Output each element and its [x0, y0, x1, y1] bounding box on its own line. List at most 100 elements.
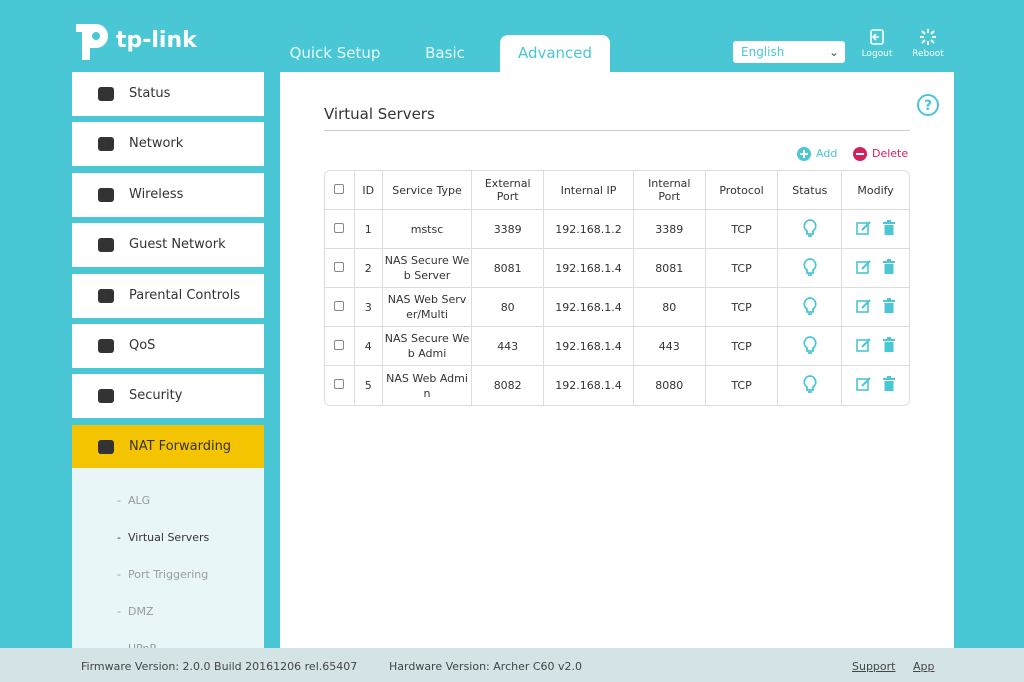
- submenu-panel: [72, 468, 264, 648]
- modify-cell: [842, 249, 909, 288]
- menu-item[interactable]: QoS: [72, 324, 264, 368]
- menu-icon: [98, 389, 114, 404]
- table-row: 2 NAS Secure Web Server 8081 192.168.1.4 808…: [325, 249, 909, 288]
- cell: [325, 366, 355, 405]
- reboot[interactable]: Reboot: [912, 49, 944, 59]
- submenu-item[interactable]: Virtual Servers: [117, 531, 209, 544]
- edit-icon[interactable]: [855, 220, 872, 239]
- cell: 1: [354, 210, 383, 249]
- delete-icon[interactable]: [853, 147, 867, 161]
- submenu-item[interactable]: ALG: [117, 494, 150, 507]
- cell: 443: [472, 327, 545, 366]
- language: English: [741, 45, 785, 59]
- cell: mstsc: [382, 210, 473, 249]
- support-link[interactable]: Support: [852, 660, 896, 673]
- checkbox[interactable]: [334, 261, 345, 272]
- cell: 80: [633, 288, 706, 327]
- menu-item[interactable]: Status: [72, 72, 264, 116]
- cell: NAS Secure Web Server: [382, 249, 473, 288]
- cell: 3389: [633, 210, 706, 249]
- menu-item[interactable]: Network: [72, 122, 264, 167]
- menu-item[interactable]: Parental Controls: [72, 273, 264, 318]
- edit-icon[interactable]: [855, 259, 872, 278]
- delete-icon[interactable]: [882, 219, 896, 239]
- edit-icon[interactable]: [855, 298, 872, 317]
- table-row: 4 NAS Secure Web Admi 443 192.168.1.4 443 TCP: [325, 327, 909, 366]
- add[interactable]: Add: [816, 147, 838, 160]
- cell: 5: [355, 366, 383, 405]
- delete-icon[interactable]: [882, 258, 896, 278]
- status-cell: [778, 249, 843, 288]
- tab[interactable]: Basic: [425, 44, 465, 62]
- cell: [325, 210, 355, 249]
- status-icon[interactable]: [803, 335, 817, 357]
- logout[interactable]: Logout: [861, 49, 893, 59]
- status-cell: [778, 288, 843, 327]
- cell: 3: [354, 288, 383, 327]
- cell: TCP: [705, 288, 779, 327]
- hardware: Hardware Version: Archer C60 v2.0: [389, 660, 583, 673]
- cell: 3389: [472, 210, 545, 249]
- header-cell: [325, 171, 355, 210]
- reboot-icon[interactable]: [919, 28, 937, 46]
- edit-icon[interactable]: [855, 337, 872, 356]
- cell: 192.168.1.4: [544, 327, 634, 366]
- menu-item[interactable]: Guest Network: [72, 223, 264, 268]
- menu-item[interactable]: NAT Forwarding: [72, 424, 264, 469]
- firmware: Firmware Version: 2.0.0 Build 20161206 r…: [81, 660, 358, 673]
- cell: 8082: [472, 366, 545, 405]
- cell: NAS Web Server/Multi: [382, 288, 473, 327]
- cell: 192.168.1.2: [544, 210, 634, 249]
- add-icon[interactable]: [797, 147, 811, 161]
- checkbox[interactable]: [334, 379, 345, 389]
- logo-text: tp-link: [116, 28, 197, 53]
- checkbox[interactable]: [334, 300, 345, 311]
- divider: [324, 130, 910, 131]
- checkbox[interactable]: [334, 183, 345, 194]
- status-icon[interactable]: [803, 257, 817, 279]
- header-cell: ID: [354, 171, 383, 210]
- modify-cell: [842, 288, 909, 327]
- delete-icon[interactable]: [882, 336, 896, 356]
- status-icon[interactable]: [803, 218, 817, 240]
- menu-item[interactable]: Wireless: [72, 172, 264, 217]
- logout-icon[interactable]: [868, 28, 886, 46]
- delete-icon[interactable]: [882, 297, 896, 317]
- menu-icon: [98, 339, 114, 353]
- edit-icon[interactable]: [855, 377, 872, 395]
- menu-icon: [98, 87, 114, 101]
- app-link[interactable]: App: [913, 660, 935, 673]
- modify-cell: [842, 210, 909, 249]
- table-row: 1 mstsc 3389 192.168.1.2 3389 TCP: [325, 210, 909, 249]
- delete-icon[interactable]: [882, 376, 896, 395]
- cell: NAS Secure Web Admi: [382, 327, 473, 366]
- svg-text:?: ?: [924, 98, 932, 114]
- tab[interactable]: Quick Setup: [289, 44, 381, 62]
- logo-icon: [76, 24, 108, 60]
- tab[interactable]: Advanced: [500, 35, 610, 72]
- cell: TCP: [705, 327, 779, 366]
- cell: 192.168.1.4: [544, 366, 634, 405]
- cell: 192.168.1.4: [544, 249, 634, 288]
- language-select[interactable]: English ⌄: [733, 41, 845, 63]
- submenu-item[interactable]: Port Triggering: [117, 568, 208, 581]
- cell: 192.168.1.4: [544, 288, 634, 327]
- status-icon[interactable]: [803, 296, 817, 318]
- cell: 80: [472, 288, 545, 327]
- submenu-item[interactable]: DMZ: [117, 605, 153, 618]
- checkbox[interactable]: [334, 339, 345, 350]
- menu-item[interactable]: Security: [72, 374, 264, 419]
- cell: 4: [354, 327, 383, 366]
- status-icon[interactable]: [803, 375, 817, 396]
- cell: TCP: [705, 249, 779, 288]
- section-title: Virtual Servers: [324, 105, 435, 123]
- checkbox[interactable]: [334, 222, 345, 233]
- help-icon[interactable]: ?: [916, 93, 940, 117]
- cell: TCP: [705, 210, 779, 249]
- delete[interactable]: Delete: [872, 147, 909, 160]
- cell: TCP: [706, 366, 779, 405]
- table-row: 3 NAS Web Server/Multi 80 192.168.1.4 80 TCP: [325, 288, 909, 327]
- header-cell: Status: [778, 171, 843, 210]
- menu-icon: [98, 187, 114, 202]
